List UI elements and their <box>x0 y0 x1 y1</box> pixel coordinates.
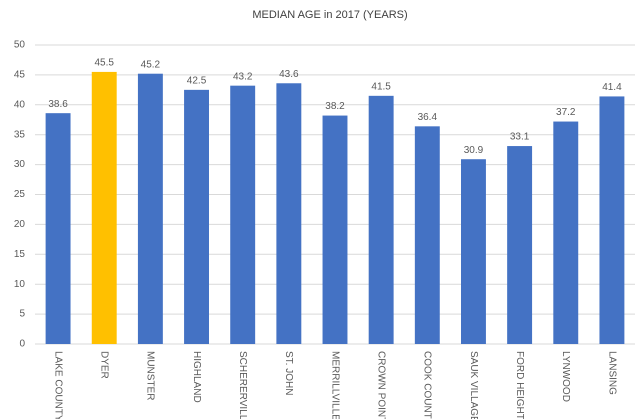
bar <box>91 71 117 344</box>
x-tick-label: CROWN POINT <box>376 351 387 419</box>
bar <box>137 73 163 344</box>
bar <box>461 159 486 344</box>
bar <box>599 96 625 344</box>
data-label: 43.6 <box>279 69 299 80</box>
data-label: 43.2 <box>233 71 253 82</box>
x-tick-label: ST. JOHN <box>283 351 294 395</box>
data-label: 41.5 <box>371 81 391 92</box>
y-tick-label: 40 <box>14 99 26 110</box>
y-tick-label: 5 <box>19 309 25 320</box>
bar <box>414 126 440 344</box>
data-label: 45.5 <box>94 58 114 69</box>
y-tick-label: 10 <box>14 279 26 290</box>
x-tick-label: MERRILLVILLE <box>329 351 340 419</box>
y-tick-label: 35 <box>14 129 26 140</box>
y-tick-label: 0 <box>19 339 25 350</box>
x-tick-label: COOK COUNTY <box>422 351 433 419</box>
data-label: 37.2 <box>556 107 576 118</box>
x-tick-label: FORD HEIGHTS <box>514 351 525 419</box>
bar <box>184 89 209 344</box>
bar <box>507 146 533 344</box>
x-tick-label: SAUK VILLAGE <box>468 351 479 419</box>
data-label: 45.2 <box>141 59 161 70</box>
data-label: 41.4 <box>602 82 622 93</box>
y-tick-label: 20 <box>14 219 26 230</box>
bar <box>322 115 348 345</box>
data-label: 38.2 <box>325 101 345 112</box>
data-label: 38.6 <box>48 99 68 110</box>
y-tick-label: 50 <box>14 40 26 51</box>
x-tick-label: LANSING <box>606 351 617 395</box>
bar <box>553 121 579 344</box>
bar <box>368 95 394 344</box>
data-label: 30.9 <box>464 145 484 156</box>
bar <box>276 83 302 344</box>
x-tick-label: LYNWOOD <box>560 351 571 402</box>
data-label: 36.4 <box>418 112 438 123</box>
y-tick-label: 45 <box>14 70 26 81</box>
data-label: 42.5 <box>187 75 207 86</box>
x-tick-label: SCHERERVILLE <box>237 351 248 419</box>
y-tick-label: 15 <box>14 249 26 260</box>
bar <box>45 113 71 344</box>
chart-title: MEDIAN AGE in 2017 (YEARS) <box>252 9 407 21</box>
bar <box>230 85 256 344</box>
x-tick-label: DYER <box>99 351 110 379</box>
y-tick-label: 25 <box>14 189 26 200</box>
x-tick-label: LAKE COUNTY <box>52 351 63 419</box>
x-tick-label: MUNSTER <box>145 351 156 400</box>
y-tick-label: 30 <box>14 159 26 170</box>
data-label: 33.1 <box>510 132 530 143</box>
x-tick-label: HIGHLAND <box>191 351 202 403</box>
